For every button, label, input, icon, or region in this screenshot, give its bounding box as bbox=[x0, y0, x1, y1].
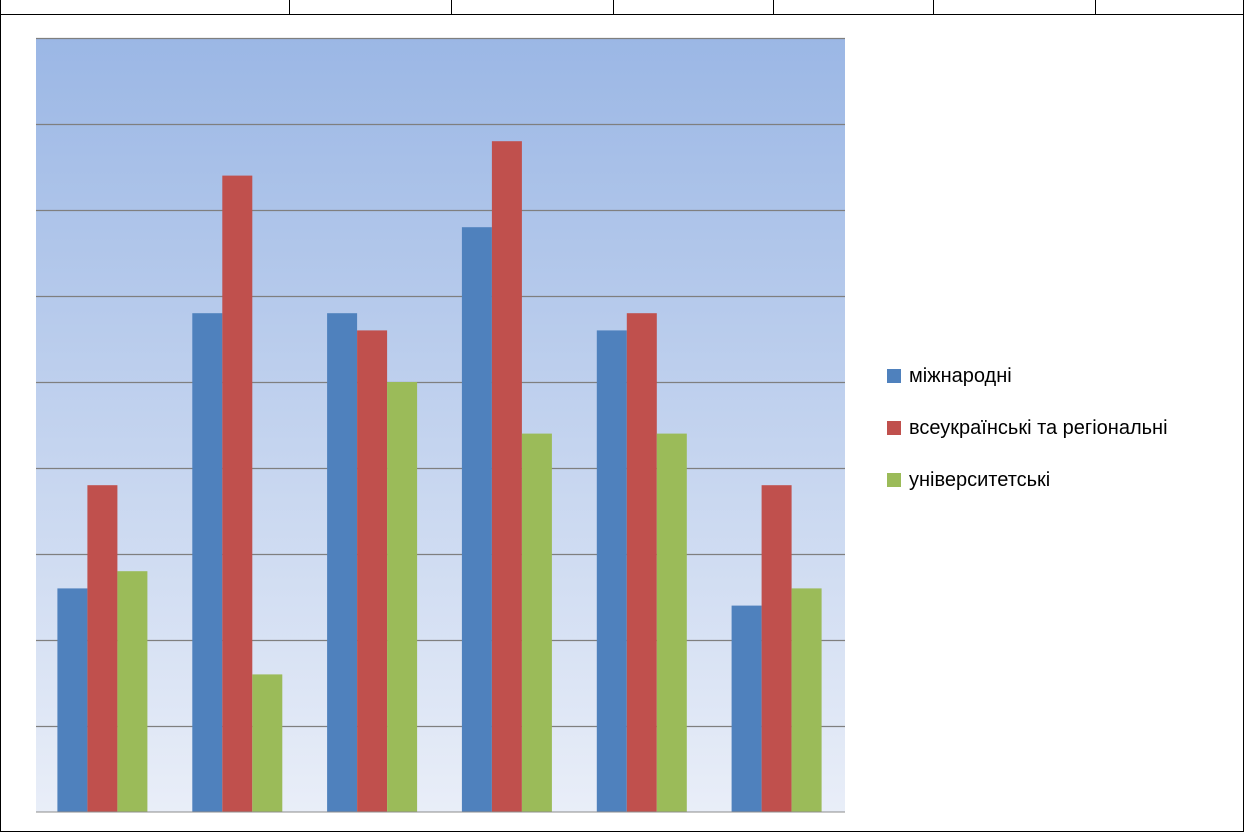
legend-label: міжнародні bbox=[909, 364, 1012, 387]
table-col-divider bbox=[289, 0, 290, 14]
bar-series-1-group-2 bbox=[192, 313, 223, 812]
bar-series-1-group-5 bbox=[596, 330, 627, 812]
legend-swatch bbox=[887, 473, 901, 487]
bar-series-1-group-1 bbox=[57, 588, 88, 812]
legend-item-international: міжнародні bbox=[887, 362, 1168, 390]
legend-label: всеукраїнські та регіональні bbox=[909, 416, 1168, 439]
bar-series-1-group-3 bbox=[327, 313, 358, 812]
legend-label: університетські bbox=[909, 468, 1051, 491]
table-col-divider bbox=[1095, 0, 1096, 14]
bar-series-3-group-3 bbox=[387, 382, 418, 812]
bar-series-2-group-1 bbox=[87, 485, 118, 812]
table-col-divider bbox=[613, 0, 614, 14]
bar-series-1-group-4 bbox=[461, 227, 492, 812]
table-col-divider bbox=[933, 0, 934, 14]
bar-series-2-group-5 bbox=[626, 313, 657, 812]
legend-item-national-regional: всеукраїнські та регіональні bbox=[887, 414, 1168, 442]
bar-series-3-group-5 bbox=[656, 433, 687, 812]
legend-swatch bbox=[887, 369, 901, 383]
legend-swatch bbox=[887, 421, 901, 435]
table-col-divider bbox=[451, 0, 452, 14]
plot-area bbox=[36, 38, 845, 812]
legend-item-university: університетські bbox=[887, 466, 1168, 494]
bar-series-3-group-2 bbox=[252, 674, 283, 812]
bar-series-2-group-3 bbox=[357, 330, 388, 812]
bar-series-3-group-4 bbox=[521, 433, 552, 812]
table-col-divider bbox=[773, 0, 774, 14]
legend: міжнародні всеукраїнські та регіональні … bbox=[887, 362, 1168, 494]
table-top-border bbox=[0, 14, 1244, 15]
bar-series-2-group-2 bbox=[222, 175, 253, 813]
bar-series-2-group-4 bbox=[491, 141, 522, 812]
bar-series-3-group-1 bbox=[117, 571, 148, 812]
bar-series-1-group-6 bbox=[731, 605, 762, 812]
bar-series-3-group-6 bbox=[791, 588, 822, 812]
table-left-border bbox=[0, 0, 1, 832]
gridlines bbox=[36, 37, 845, 728]
bar-series-2-group-6 bbox=[761, 485, 792, 812]
bars bbox=[57, 141, 822, 813]
